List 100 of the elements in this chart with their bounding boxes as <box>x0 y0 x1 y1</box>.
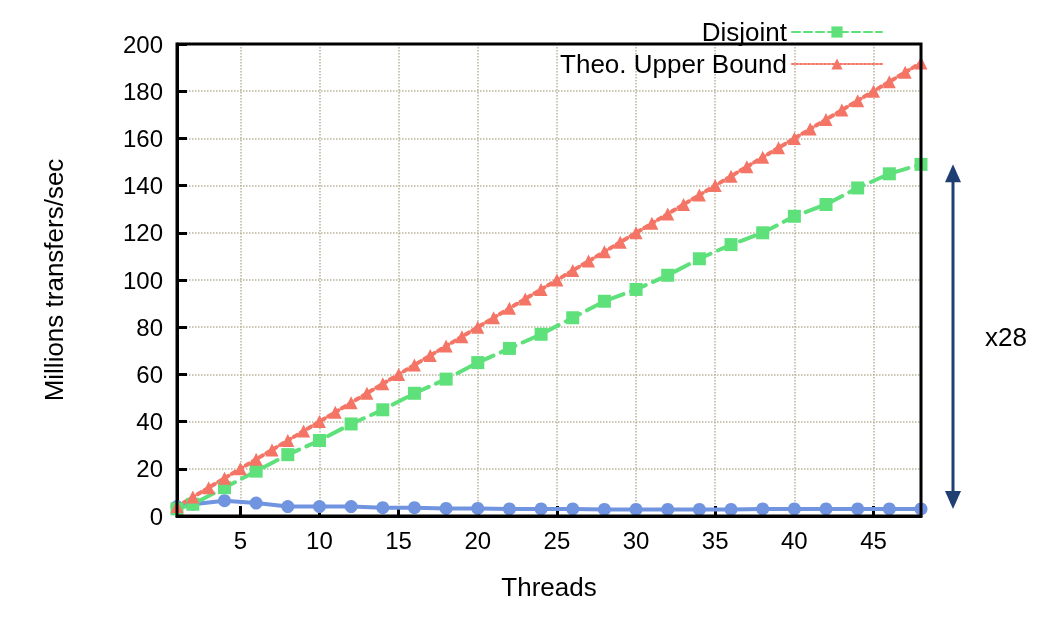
y-tick-label: 0 <box>149 502 163 530</box>
point <box>344 500 358 514</box>
point <box>898 65 912 79</box>
point <box>882 502 896 516</box>
point <box>867 84 881 98</box>
point <box>202 481 216 495</box>
text: x28 <box>985 321 1027 352</box>
point <box>439 372 453 386</box>
point <box>787 502 801 516</box>
point <box>566 502 580 516</box>
point <box>217 471 231 485</box>
point <box>471 320 485 334</box>
x-tick-label: 40 <box>781 526 808 554</box>
point <box>677 197 691 211</box>
point <box>218 494 231 508</box>
point <box>851 181 865 195</box>
x-tick-label: 10 <box>306 526 333 554</box>
x-tick-label: 45 <box>860 526 887 554</box>
point <box>407 358 421 372</box>
point <box>534 327 548 341</box>
point <box>312 500 326 514</box>
point <box>851 502 865 516</box>
point <box>629 282 643 296</box>
point <box>471 356 485 370</box>
point <box>534 282 548 296</box>
point <box>376 403 390 417</box>
point <box>360 386 374 400</box>
point <box>756 226 770 240</box>
point <box>740 160 754 174</box>
legend-label: Disjoint <box>701 17 788 47</box>
point <box>455 330 469 344</box>
point <box>502 502 516 516</box>
point <box>819 197 833 211</box>
point <box>597 245 611 259</box>
point <box>882 75 896 89</box>
point <box>724 238 738 252</box>
point <box>471 501 485 515</box>
point <box>233 462 247 476</box>
y-tick-label: 160 <box>122 124 163 152</box>
legend-label: Theo. Upper Bound <box>560 49 787 79</box>
point <box>645 216 659 230</box>
point <box>787 131 801 145</box>
x-tick-label: 35 <box>701 526 729 554</box>
y-tick-label: 120 <box>122 219 163 247</box>
x-tick-label: 20 <box>464 526 492 554</box>
point <box>550 273 564 287</box>
point <box>312 415 326 429</box>
point <box>344 417 358 431</box>
point <box>344 396 358 410</box>
point <box>281 500 295 514</box>
point <box>423 349 437 363</box>
point <box>439 339 453 353</box>
point <box>186 490 200 504</box>
point <box>582 254 596 268</box>
point <box>328 405 342 419</box>
y-tick-label: 140 <box>122 172 163 200</box>
point <box>597 502 611 516</box>
point <box>724 169 738 183</box>
y-tick-label: 100 <box>122 266 163 294</box>
point <box>661 207 675 221</box>
y-tick-label: 20 <box>136 455 163 483</box>
point <box>724 502 738 516</box>
point <box>566 311 580 325</box>
point <box>772 141 786 155</box>
point <box>692 252 706 266</box>
point <box>502 301 516 315</box>
point <box>756 150 770 164</box>
y-tick-label: 200 <box>122 30 163 58</box>
point <box>407 386 421 400</box>
point <box>661 268 675 282</box>
point <box>692 188 706 202</box>
point <box>249 496 263 510</box>
point <box>819 113 833 127</box>
point <box>661 502 675 516</box>
point <box>692 502 706 516</box>
point <box>566 264 580 278</box>
point <box>518 292 532 306</box>
point <box>787 209 801 223</box>
point <box>502 341 516 355</box>
x-tick-label: 15 <box>385 526 412 554</box>
x-tick-label: 25 <box>543 526 571 554</box>
point <box>439 501 453 515</box>
point <box>376 501 390 515</box>
point <box>487 311 501 325</box>
y-axis-title: Millions transfers/sec <box>39 158 69 402</box>
point <box>756 502 770 516</box>
point <box>265 443 279 457</box>
point <box>312 433 326 447</box>
point <box>392 367 406 381</box>
point <box>629 226 643 240</box>
point <box>249 464 263 478</box>
x-tick-label: 30 <box>622 526 650 554</box>
point <box>613 235 627 249</box>
point <box>407 501 421 515</box>
point <box>835 103 849 117</box>
point <box>803 122 817 136</box>
y-tick-label: 80 <box>136 313 163 341</box>
point <box>297 424 311 438</box>
point <box>629 502 643 516</box>
point <box>597 294 611 308</box>
